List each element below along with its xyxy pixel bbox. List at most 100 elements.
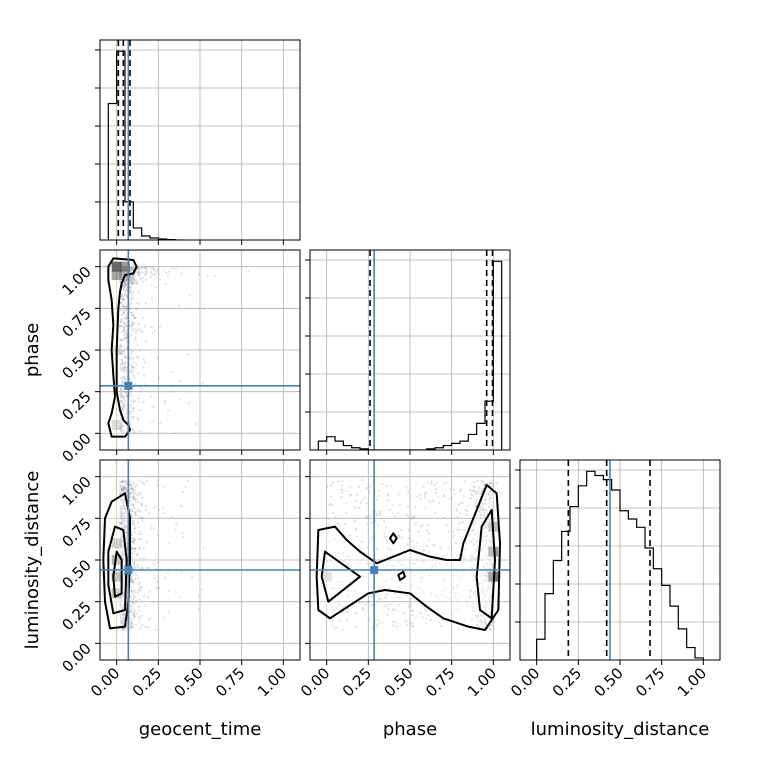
scatter-point (471, 618, 474, 621)
scatter-point (358, 601, 361, 604)
scatter-point (409, 514, 413, 518)
scatter-point (474, 548, 477, 551)
scatter-point (485, 575, 488, 579)
scatter-point (359, 558, 362, 561)
scatter-point (365, 561, 369, 564)
scatter-point (458, 522, 461, 525)
scatter-point (119, 514, 122, 517)
scatter-point (442, 516, 445, 519)
scatter-point (471, 573, 474, 576)
scatter-point (404, 513, 408, 516)
scatter-point (122, 487, 125, 490)
scatter-point (352, 604, 355, 607)
scatter-point (365, 487, 369, 490)
scatter-point (181, 490, 185, 494)
scatter-point (125, 279, 128, 282)
scatter-point (431, 499, 435, 503)
scatter-point (129, 410, 132, 413)
scatter-point (129, 269, 132, 273)
scatter-point (475, 550, 478, 553)
scatter-point (136, 553, 139, 556)
scatter-point (483, 547, 486, 550)
scatter-point (142, 366, 145, 369)
scatter-point (121, 611, 124, 614)
scatter-point (123, 293, 126, 297)
scatter-point (167, 270, 171, 273)
scatter-point (468, 595, 471, 598)
scatter-point (132, 539, 136, 542)
scatter-point (129, 278, 132, 281)
scatter-point (439, 547, 442, 550)
scatter-point (122, 334, 125, 337)
scatter-point (337, 551, 340, 555)
scatter-point (434, 511, 437, 514)
scatter-point (131, 601, 134, 604)
scatter-point (122, 572, 125, 575)
scatter-point (132, 279, 135, 282)
scatter-point (410, 584, 414, 587)
scatter-point (424, 610, 427, 613)
scatter-point (202, 547, 205, 550)
scatter-point (439, 600, 442, 603)
scatter-point (129, 268, 132, 271)
scatter-point (452, 587, 456, 591)
scatter-point (122, 582, 125, 585)
scatter-point (144, 509, 148, 512)
scatter-point (186, 479, 189, 482)
scatter-point (488, 525, 491, 529)
scatter-point (489, 582, 492, 585)
scatter-point (411, 622, 414, 625)
scatter-point (123, 562, 126, 566)
scatter-point (122, 271, 125, 274)
scatter-point (481, 615, 484, 618)
scatter-point (138, 547, 141, 550)
scatter-point (482, 510, 485, 513)
scatter-point (119, 352, 122, 356)
scatter-point (136, 563, 139, 566)
scatter-point (484, 623, 487, 627)
scatter-point (483, 574, 486, 577)
scatter-point (486, 520, 489, 523)
scatter-point (118, 547, 122, 550)
scatter-point (482, 506, 485, 509)
scatter-point (131, 623, 134, 626)
scatter-point (130, 621, 133, 624)
scatter-point (485, 512, 488, 515)
scatter-point (141, 388, 144, 391)
scatter-point (469, 589, 472, 592)
scatter-point (122, 553, 125, 556)
scatter-point (385, 539, 389, 543)
scatter-point (449, 488, 452, 491)
scatter-point (455, 507, 458, 510)
scatter-point (340, 488, 344, 491)
scatter-point (128, 275, 132, 278)
scatter-point (119, 391, 122, 394)
scatter-point (142, 401, 145, 404)
scatter-point (121, 286, 124, 289)
scatter-point (404, 620, 408, 623)
scatter-point (131, 329, 134, 332)
scatter-point (145, 267, 148, 270)
scatter-point (147, 626, 150, 629)
scatter-point (486, 523, 490, 527)
scatter-point (123, 574, 126, 577)
scatter-point (482, 546, 485, 549)
scatter-point (121, 489, 124, 492)
scatter-point (437, 495, 440, 498)
scatter-point (132, 519, 135, 522)
scatter-point (452, 488, 455, 491)
scatter-point (190, 576, 194, 579)
scatter-point (119, 394, 122, 397)
scatter-point (150, 405, 154, 408)
scatter-point (364, 496, 367, 499)
scatter-point (122, 486, 125, 489)
scatter-point (129, 277, 132, 281)
density-cell (111, 538, 122, 549)
scatter-point (130, 267, 133, 270)
scatter-point (487, 538, 490, 541)
scatter-point (120, 607, 123, 610)
scatter-point (131, 541, 135, 545)
scatter-point (492, 505, 495, 508)
scatter-point (123, 336, 126, 340)
scatter-point (133, 524, 136, 527)
